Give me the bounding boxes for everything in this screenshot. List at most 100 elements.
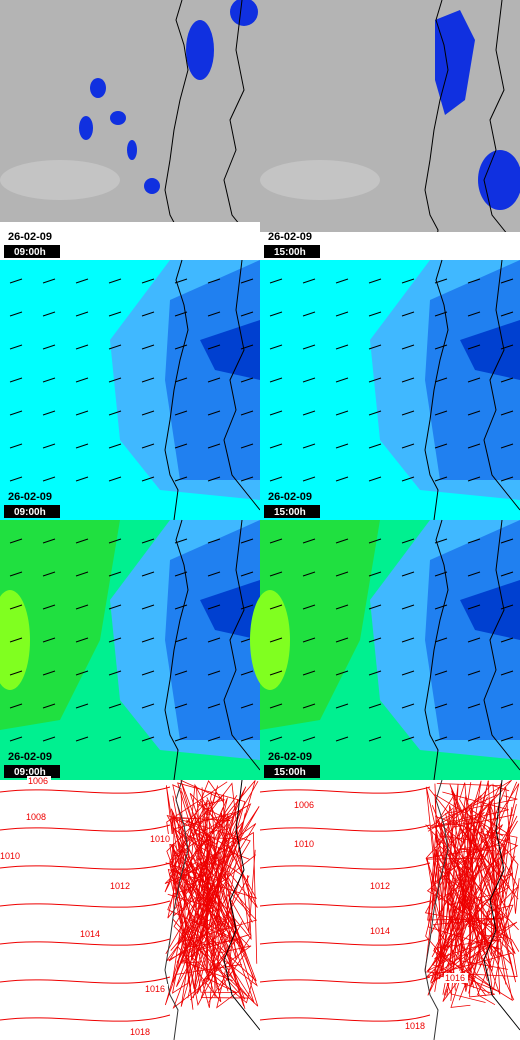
wind-arrow <box>240 311 254 317</box>
wind-arrow <box>269 410 283 416</box>
wind-arrow <box>108 377 122 383</box>
wind-arrow <box>9 637 23 643</box>
map-panel: 26-02-09 15:00h <box>250 519 520 781</box>
isobar <box>433 829 513 1002</box>
wind-arrow <box>401 538 415 544</box>
wind-arrow <box>75 670 89 676</box>
wind-arrow <box>500 278 514 284</box>
isobar <box>259 786 431 794</box>
wind-arrow <box>42 571 56 577</box>
coastline <box>164 519 189 781</box>
wind-arrow <box>401 443 415 449</box>
wind-arrow <box>42 538 56 544</box>
wind-arrow <box>368 571 382 577</box>
border <box>483 259 520 511</box>
wind-arrow <box>500 736 514 742</box>
wind-arrow <box>9 377 23 383</box>
wind-arrow <box>401 311 415 317</box>
wind-arrow <box>434 736 448 742</box>
isobar <box>427 779 512 995</box>
coastline <box>164 779 189 1040</box>
wind-arrow <box>42 344 56 350</box>
time-label: 15:00h <box>274 247 306 258</box>
isobar <box>425 784 510 898</box>
time-box <box>4 245 60 258</box>
wind-arrow <box>42 377 56 383</box>
isobar <box>259 1014 431 1022</box>
wind-arrow <box>141 538 155 544</box>
wind-arrow <box>240 604 254 610</box>
wind-arrow <box>500 344 514 350</box>
wind-arrow <box>207 637 221 643</box>
isobar <box>171 803 231 917</box>
isobar-label: 1014 <box>80 929 100 939</box>
isobar-label: 1018 <box>405 1021 425 1031</box>
wind-arrow <box>174 736 188 742</box>
field <box>200 320 260 380</box>
wind-arrow <box>240 410 254 416</box>
wind-arrow <box>9 476 23 482</box>
wind-arrow <box>240 443 254 449</box>
field <box>425 520 520 740</box>
wind-arrow <box>401 410 415 416</box>
wind-arrow <box>467 278 481 284</box>
wind-arrow <box>141 736 155 742</box>
wind-arrow <box>75 344 89 350</box>
isobar <box>176 782 256 955</box>
wind-arrow <box>368 670 382 676</box>
wind-arrow <box>174 377 188 383</box>
label-bg <box>129 1027 153 1037</box>
field <box>200 580 260 640</box>
wind-arrow <box>335 476 349 482</box>
rain <box>435 10 475 115</box>
wind-arrow <box>500 637 514 643</box>
wind-arrow <box>240 670 254 676</box>
wind-arrow <box>467 443 481 449</box>
wind-arrow <box>174 637 188 643</box>
wind-arrow <box>302 311 316 317</box>
isobar <box>426 824 520 958</box>
isobar <box>164 800 225 1006</box>
wind-arrow <box>467 604 481 610</box>
label-bg <box>109 881 133 891</box>
wind-arrow <box>174 604 188 610</box>
border <box>223 779 261 1031</box>
time-box <box>264 505 320 518</box>
wind-arrow <box>269 344 283 350</box>
isobar-label: 1008 <box>26 812 46 822</box>
wind-arrow <box>302 670 316 676</box>
isobar <box>430 798 518 983</box>
label-bg <box>293 839 317 849</box>
wind-arrow <box>302 476 316 482</box>
wind-arrow <box>240 703 254 709</box>
wind-arrow <box>467 344 481 350</box>
isobar <box>177 782 246 980</box>
wind-arrow <box>302 703 316 709</box>
wind-arrow <box>108 311 122 317</box>
wind-arrow <box>368 604 382 610</box>
wind-arrow <box>335 377 349 383</box>
cloud <box>0 160 120 200</box>
label-bg <box>404 1021 428 1031</box>
wind-arrow <box>42 703 56 709</box>
wind-arrow <box>401 377 415 383</box>
wind-arrow <box>269 703 283 709</box>
rain <box>127 140 137 160</box>
map-panel: 26-02-09 09:00h <box>0 259 261 521</box>
isobar <box>425 786 467 962</box>
wind-arrow <box>500 410 514 416</box>
wind-arrow <box>174 410 188 416</box>
wind-arrow <box>75 538 89 544</box>
wind-arrow <box>75 571 89 577</box>
wind-arrow <box>42 311 56 317</box>
wind-arrow <box>207 443 221 449</box>
wind-arrow <box>434 344 448 350</box>
isobar <box>426 810 509 972</box>
isobar <box>430 793 512 965</box>
wind-arrow <box>335 410 349 416</box>
isobar <box>427 787 520 996</box>
wind-arrow <box>368 538 382 544</box>
coastline <box>424 0 449 261</box>
wind-arrow <box>467 377 481 383</box>
label-bg <box>79 929 103 939</box>
